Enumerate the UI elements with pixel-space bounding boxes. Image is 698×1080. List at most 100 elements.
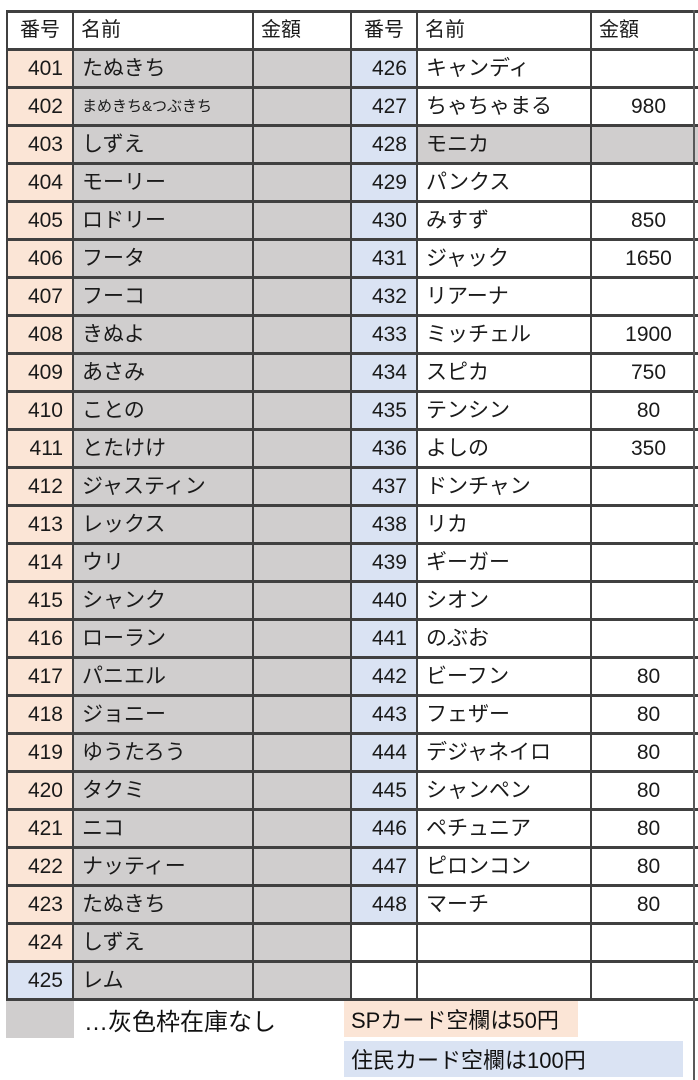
card-number-cell: 417 xyxy=(6,656,74,697)
table-row: 401 たぬきち xyxy=(6,48,366,89)
price-cell xyxy=(590,276,698,317)
right-table: 番号 名前 金額 426 キャンディ 427 ちゃちゃまる 980 428 モニカ 429 パンクス 4… xyxy=(350,10,698,1001)
character-name-cell: ローラン xyxy=(72,618,254,659)
card-number-cell: 422 xyxy=(6,846,74,887)
header-row: 番号 名前 金額 xyxy=(6,10,366,51)
price-cell xyxy=(590,162,698,203)
table-row: 413 レックス xyxy=(6,504,366,545)
character-name-cell: ちゃちゃまる xyxy=(416,86,592,127)
price-cell xyxy=(252,960,366,1001)
card-number-cell: 413 xyxy=(6,504,74,545)
table-row: 431 ジャック 1650 xyxy=(350,238,698,279)
character-name-cell: フータ xyxy=(72,238,254,279)
price-cell xyxy=(590,618,698,659)
character-name-cell: しずえ xyxy=(72,922,254,963)
price-cell xyxy=(252,656,366,697)
price-cell xyxy=(252,48,366,89)
table-row: 436 よしの 350 xyxy=(350,428,698,469)
header-name: 名前 xyxy=(72,10,254,51)
table-row: 432 リアーナ xyxy=(350,276,698,317)
price-cell xyxy=(590,48,698,89)
card-number-cell: 424 xyxy=(6,922,74,963)
table-row: 403 しずえ xyxy=(6,124,366,165)
character-name-cell: ドンチャン xyxy=(416,466,592,507)
character-name-cell: フェザー xyxy=(416,694,592,735)
character-name-cell: よしの xyxy=(416,428,592,469)
card-number-cell: 407 xyxy=(6,276,74,317)
price-cell xyxy=(252,808,366,849)
price-cell xyxy=(252,466,366,507)
price-cell xyxy=(252,390,366,431)
character-name-cell: ピロンコン xyxy=(416,846,592,887)
character-name-cell: パンクス xyxy=(416,162,592,203)
table-row: 406 フータ xyxy=(6,238,366,279)
character-name-cell: リアーナ xyxy=(416,276,592,317)
table-row: 424 しずえ xyxy=(6,922,366,963)
table-row: 422 ナッティー xyxy=(6,846,366,887)
character-name-cell: レックス xyxy=(72,504,254,545)
character-name-cell: モニカ xyxy=(416,124,592,165)
card-number-cell: 439 xyxy=(350,542,418,583)
table-row: 421 ニコ xyxy=(6,808,366,849)
price-cell xyxy=(252,314,366,355)
table-row xyxy=(350,922,698,963)
card-number-cell: 421 xyxy=(6,808,74,849)
price-cell xyxy=(590,922,698,963)
character-name-cell: あさみ xyxy=(72,352,254,393)
table-row: 418 ジョニー xyxy=(6,694,366,735)
character-name-cell: ニコ xyxy=(72,808,254,849)
character-name-cell xyxy=(416,922,592,963)
table-row: 410 ことの xyxy=(6,390,366,431)
card-number-cell: 438 xyxy=(350,504,418,545)
card-number-cell: 423 xyxy=(6,884,74,925)
character-name-cell: まめきち&つぶきち xyxy=(72,86,254,127)
table-row: 416 ローラン xyxy=(6,618,366,659)
sp-card-price-note: SPカード空欄は50円 xyxy=(344,1001,578,1037)
card-number-cell: 429 xyxy=(350,162,418,203)
card-number-cell: 436 xyxy=(350,428,418,469)
price-cell xyxy=(590,124,698,165)
price-cell: 80 xyxy=(590,808,698,849)
price-cell xyxy=(252,732,366,773)
card-number-cell: 411 xyxy=(6,428,74,469)
card-number-cell: 410 xyxy=(6,390,74,431)
price-cell xyxy=(252,428,366,469)
header-row: 番号 名前 金額 xyxy=(350,10,698,51)
card-number-cell: 401 xyxy=(6,48,74,89)
table-row: 447 ピロンコン 80 xyxy=(350,846,698,887)
price-cell: 1900 xyxy=(590,314,698,355)
card-number-cell: 404 xyxy=(6,162,74,203)
table-row: 435 テンシン 80 xyxy=(350,390,698,431)
card-number-cell: 419 xyxy=(6,732,74,773)
card-number-cell xyxy=(350,922,418,963)
character-name-cell: たぬきち xyxy=(72,48,254,89)
character-name-cell: ロドリー xyxy=(72,200,254,241)
price-cell xyxy=(252,542,366,583)
table-row: 428 モニカ xyxy=(350,124,698,165)
table-row: 411 とたけけ xyxy=(6,428,366,469)
table-row: 437 ドンチャン xyxy=(350,466,698,507)
table-row: 412 ジャスティン xyxy=(6,466,366,507)
header-number: 番号 xyxy=(350,10,418,51)
table-row: 439 ギーガー xyxy=(350,542,698,583)
character-name-cell: レム xyxy=(72,960,254,1001)
character-name-cell: シャンク xyxy=(72,580,254,621)
price-cell: 350 xyxy=(590,428,698,469)
price-cell xyxy=(252,200,366,241)
table-row: 414 ウリ xyxy=(6,542,366,583)
price-cell: 80 xyxy=(590,846,698,887)
card-number-cell: 403 xyxy=(6,124,74,165)
table-row: 446 ペチュニア 80 xyxy=(350,808,698,849)
price-cell xyxy=(252,580,366,621)
header-name: 名前 xyxy=(416,10,592,51)
gray-legend-swatch xyxy=(6,1001,74,1038)
price-cell xyxy=(590,466,698,507)
card-number-cell: 428 xyxy=(350,124,418,165)
table-row: 429 パンクス xyxy=(350,162,698,203)
character-name-cell: きぬよ xyxy=(72,314,254,355)
character-name-cell xyxy=(416,960,592,1001)
table-row: 402 まめきち&つぶきち xyxy=(6,86,366,127)
card-number-cell: 414 xyxy=(6,542,74,583)
price-cell: 80 xyxy=(590,390,698,431)
character-name-cell: ウリ xyxy=(72,542,254,583)
